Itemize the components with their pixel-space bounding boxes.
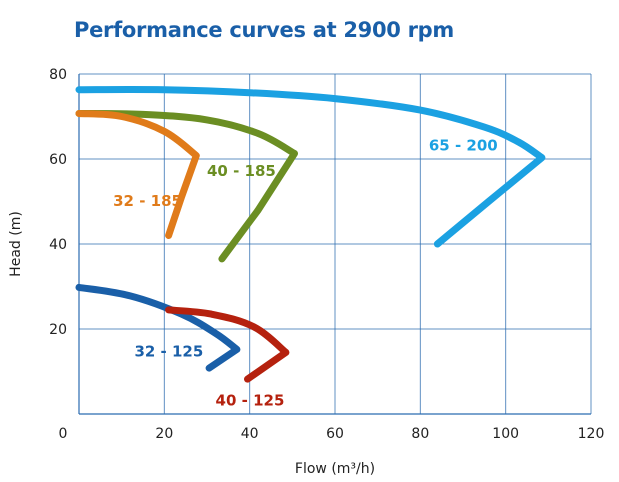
tick-labels: 0 20 40 60 80 100 120 20 40 60 80 xyxy=(49,67,604,442)
series-curves xyxy=(75,85,546,383)
series-curve-32-185 xyxy=(75,110,200,239)
series-label-65-200: 65 - 200 xyxy=(429,137,498,155)
x-tick-label: 0 xyxy=(59,426,68,442)
x-tick-label: 120 xyxy=(578,426,605,442)
series-label-32-185: 32 - 185 xyxy=(113,192,182,210)
y-tick-label: 20 xyxy=(49,322,67,338)
x-tick-label: 20 xyxy=(155,426,173,442)
series-labels: 65 - 200 40 - 185 32 - 185 32 - 125 40 - 125 xyxy=(113,137,498,410)
y-axis-label: Head (m) xyxy=(8,211,24,277)
y-tick-label: 60 xyxy=(49,152,67,168)
x-tick-label: 100 xyxy=(492,426,519,442)
x-axis-label: Flow (m³/h) xyxy=(295,461,375,477)
series-label-40-125: 40 - 125 xyxy=(216,392,285,410)
grid xyxy=(79,73,592,414)
x-tick-label: 60 xyxy=(326,426,344,442)
series-curve-65-200 xyxy=(75,85,546,248)
series-curve-40-125 xyxy=(165,306,290,383)
series-label-32-125: 32 - 125 xyxy=(134,343,203,361)
x-tick-label: 80 xyxy=(411,426,429,442)
chart-title: Performance curves at 2900 rpm xyxy=(74,18,454,42)
y-tick-label: 80 xyxy=(49,67,67,83)
series-label-40-185: 40 - 185 xyxy=(207,162,276,180)
y-tick-label: 40 xyxy=(49,237,67,253)
x-tick-label: 40 xyxy=(241,426,259,442)
axes xyxy=(78,74,591,415)
